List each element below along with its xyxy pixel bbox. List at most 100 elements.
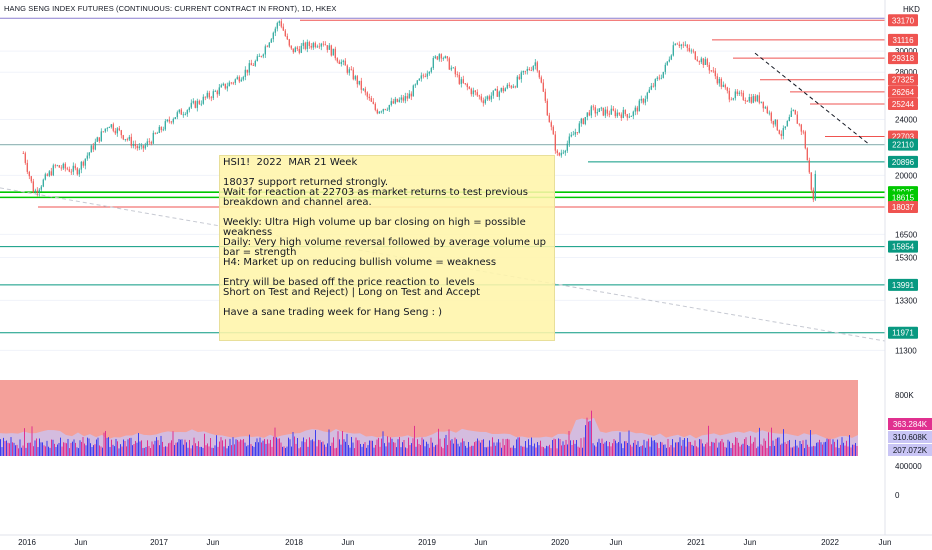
candle-body: [66, 168, 68, 170]
volume-bar: [57, 444, 58, 456]
volume-bar: [606, 440, 607, 456]
candle-body: [674, 43, 676, 46]
candle-body: [808, 160, 810, 173]
volume-bar: [756, 448, 757, 456]
candle-body: [386, 109, 388, 111]
volume-bar: [600, 442, 601, 456]
candle-body: [526, 69, 528, 72]
volume-bar: [292, 432, 294, 456]
volume-bar: [481, 439, 483, 456]
volume-bar: [427, 443, 429, 456]
candle-body: [418, 78, 420, 81]
volume-bar: [688, 441, 690, 456]
volume-bar: [720, 441, 721, 456]
candle-body: [676, 43, 678, 45]
volume-bar: [442, 448, 444, 456]
candle-body: [454, 67, 456, 75]
candle-body: [772, 120, 774, 125]
candle-body: [732, 98, 734, 100]
volume-bar: [627, 442, 628, 456]
candle-body: [630, 116, 632, 117]
volume-bar: [706, 442, 708, 456]
volume-bar: [672, 439, 673, 456]
candle-body: [80, 161, 82, 170]
volume-bar: [330, 445, 331, 456]
candle-body: [324, 44, 326, 46]
volume-bar: [586, 417, 588, 456]
candle-body: [26, 162, 28, 172]
volume-bar: [787, 441, 789, 456]
candle-body: [560, 152, 562, 156]
candle-body: [588, 112, 590, 116]
volume-bar: [178, 439, 180, 456]
candle-body: [670, 55, 672, 60]
volume-bar: [7, 442, 9, 456]
volume-bar: [112, 444, 114, 456]
volume-bar: [288, 437, 289, 456]
volume-bar: [544, 448, 546, 456]
volume-bar: [739, 446, 741, 456]
volume-bar: [16, 444, 18, 456]
candle-body: [646, 92, 648, 99]
volume-bar: [850, 447, 852, 456]
level-badge: [888, 14, 918, 27]
volume-bar: [642, 445, 643, 456]
volume-bar: [625, 441, 627, 456]
volume-bar: [291, 446, 292, 456]
volume-bar: [325, 446, 327, 456]
volume-bar: [654, 440, 655, 456]
candle-body: [624, 109, 626, 115]
volume-badge: [888, 418, 932, 430]
volume-bar: [84, 443, 85, 456]
volume-bar: [669, 447, 670, 456]
volume-bar: [387, 436, 388, 456]
chart-grid: [0, 50, 885, 351]
volume-bar: [153, 444, 154, 456]
volume-bar: [649, 446, 651, 456]
candle-body: [426, 73, 428, 77]
level-badge-label: 26264: [892, 88, 915, 97]
volume-tick-label: 400000: [895, 462, 922, 471]
candle-body: [812, 189, 814, 200]
candle-body: [364, 88, 366, 93]
volume-bar: [456, 439, 457, 456]
candle-body: [596, 111, 598, 114]
currency-label: HKD: [903, 5, 920, 14]
volume-bar: [198, 441, 199, 456]
volume-bar: [564, 444, 565, 456]
volume-bar: [372, 440, 373, 456]
candle-body: [344, 60, 346, 66]
candle-body: [738, 92, 740, 94]
volume-bar: [219, 441, 220, 456]
volume-bar: [162, 441, 163, 456]
candle-body: [236, 77, 238, 80]
volume-bar: [256, 438, 258, 456]
level-badge-label: 18615: [892, 193, 915, 202]
candle-body: [90, 145, 92, 153]
candle-body: [188, 107, 190, 111]
volume-bar: [801, 443, 802, 456]
volume-bar: [847, 446, 849, 456]
candle-body: [748, 96, 750, 102]
volume-bar: [595, 446, 597, 456]
volume-bar: [535, 447, 537, 456]
volume-bar: [664, 444, 666, 456]
candle-body: [138, 146, 140, 149]
volume-bar: [277, 438, 279, 456]
volume-bar: [403, 440, 405, 456]
candle-body: [264, 46, 266, 55]
volume-bar: [244, 442, 246, 456]
volume-bar: [276, 437, 277, 456]
volume-bar: [457, 443, 459, 456]
level-badge: [888, 97, 918, 110]
volume-bar: [138, 433, 139, 456]
volume-bar: [486, 447, 487, 456]
candle-body: [412, 85, 414, 97]
candle-body: [318, 46, 320, 48]
volume-bar: [72, 441, 73, 456]
volume-bar: [378, 437, 379, 456]
time-tick-label: Jun: [744, 538, 757, 547]
volume-bar: [472, 445, 474, 456]
candle-body: [494, 89, 496, 91]
volume-bar: [237, 439, 238, 456]
